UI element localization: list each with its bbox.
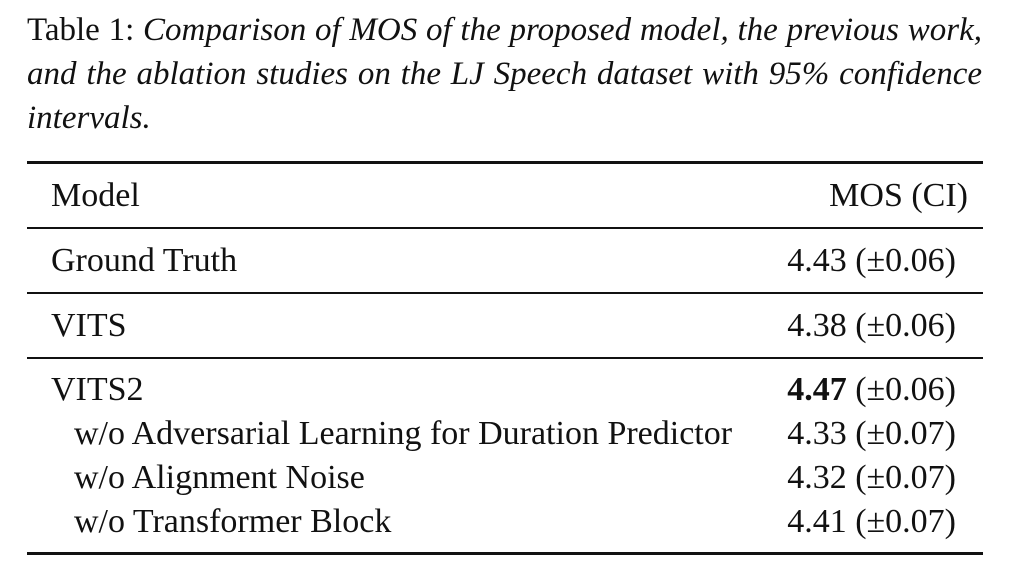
table-caption: Table 1: Comparison of MOS of the propos… <box>27 8 982 140</box>
mos-value: 4.43 <box>787 242 847 279</box>
ci-value: (±0.06) <box>855 307 956 344</box>
mos-value: 4.32 <box>787 459 847 496</box>
row-model-wo-transformer: w/o Transformer Block <box>74 503 392 540</box>
ci-value: (±0.07) <box>855 459 956 496</box>
row-model-vits2: VITS2 <box>51 371 144 408</box>
mos-value: 4.38 <box>787 307 847 344</box>
row-rule-1 <box>27 292 983 294</box>
caption-label: Table 1: <box>27 12 135 48</box>
caption-text: Comparison of MOS of the proposed model,… <box>27 12 983 136</box>
top-rule <box>27 161 983 164</box>
mos-value-best: 4.47 <box>787 371 847 408</box>
row-mos-vits2: 4.47 (±0.06) <box>787 370 956 410</box>
header-rule <box>27 227 983 229</box>
mos-value: 4.33 <box>787 415 847 452</box>
row-mos-wo-transformer: 4.41 (±0.07) <box>787 502 956 542</box>
row-model-wo-alignment-noise: w/o Alignment Noise <box>74 459 365 496</box>
row-mos-ground-truth: 4.43 (±0.06) <box>787 241 956 281</box>
ci-value: (±0.06) <box>855 242 956 279</box>
row-mos-wo-adversarial: 4.33 (±0.07) <box>787 414 956 454</box>
row-model-wo-adversarial: w/o Adversarial Learning for Duration Pr… <box>74 415 733 452</box>
ci-value: (±0.07) <box>855 415 956 452</box>
ci-value: (±0.07) <box>855 503 956 540</box>
header-model: Model <box>51 177 140 214</box>
row-model-vits: VITS <box>51 307 127 344</box>
mos-value: 4.41 <box>787 503 847 540</box>
ci-value: (±0.06) <box>855 371 956 408</box>
header-mos: MOS (CI) <box>829 177 968 214</box>
row-mos-vits: 4.38 (±0.06) <box>787 306 956 346</box>
row-mos-wo-alignment-noise: 4.32 (±0.07) <box>787 458 956 498</box>
bottom-rule <box>27 552 983 555</box>
row-model-ground-truth: Ground Truth <box>51 242 238 279</box>
row-rule-2 <box>27 357 983 359</box>
